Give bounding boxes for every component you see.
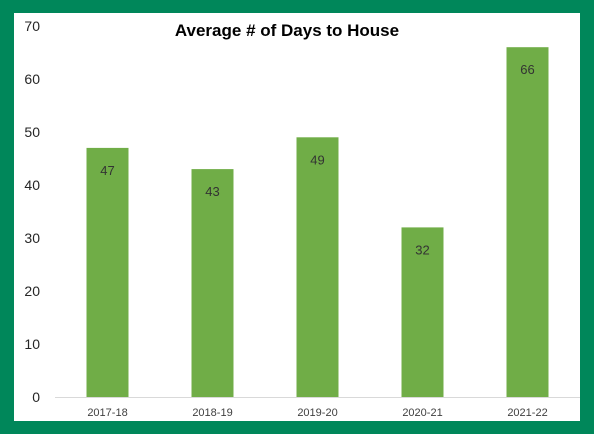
x-axis: 2017-18 2018-19 2019-20 2020-21 2021-22 [87, 407, 547, 419]
y-axis: 0 10 20 30 40 50 60 70 [24, 18, 40, 405]
y-tick-label: 60 [24, 71, 40, 87]
bars [86, 47, 549, 398]
y-tick-label: 10 [24, 336, 40, 352]
y-tick-label: 20 [24, 283, 40, 299]
x-tick-label: 2020-21 [402, 407, 442, 419]
x-tick-label: 2019-20 [297, 407, 337, 419]
bar-2020-21 [401, 227, 444, 397]
data-label: 43 [205, 184, 219, 199]
data-label: 47 [100, 163, 114, 178]
y-tick-label: 40 [24, 177, 40, 193]
bar-2019-20 [296, 137, 339, 398]
y-tick-label: 0 [32, 389, 40, 405]
data-labels: 47 43 49 32 66 [100, 62, 534, 257]
y-tick-label: 50 [24, 124, 40, 140]
bar-2021-22 [506, 47, 549, 397]
data-label: 66 [520, 62, 534, 77]
data-label: 49 [310, 152, 324, 167]
x-tick-label: 2017-18 [87, 407, 127, 419]
x-tick-label: 2021-22 [507, 407, 547, 419]
chart-title: Average # of Days to House [175, 21, 399, 40]
x-tick-label: 2018-19 [192, 407, 232, 419]
bar-2017-18 [86, 147, 129, 397]
y-tick-label: 70 [24, 18, 40, 34]
y-tick-label: 30 [24, 230, 40, 246]
data-label: 32 [415, 242, 429, 257]
bar-2018-19 [191, 169, 234, 397]
